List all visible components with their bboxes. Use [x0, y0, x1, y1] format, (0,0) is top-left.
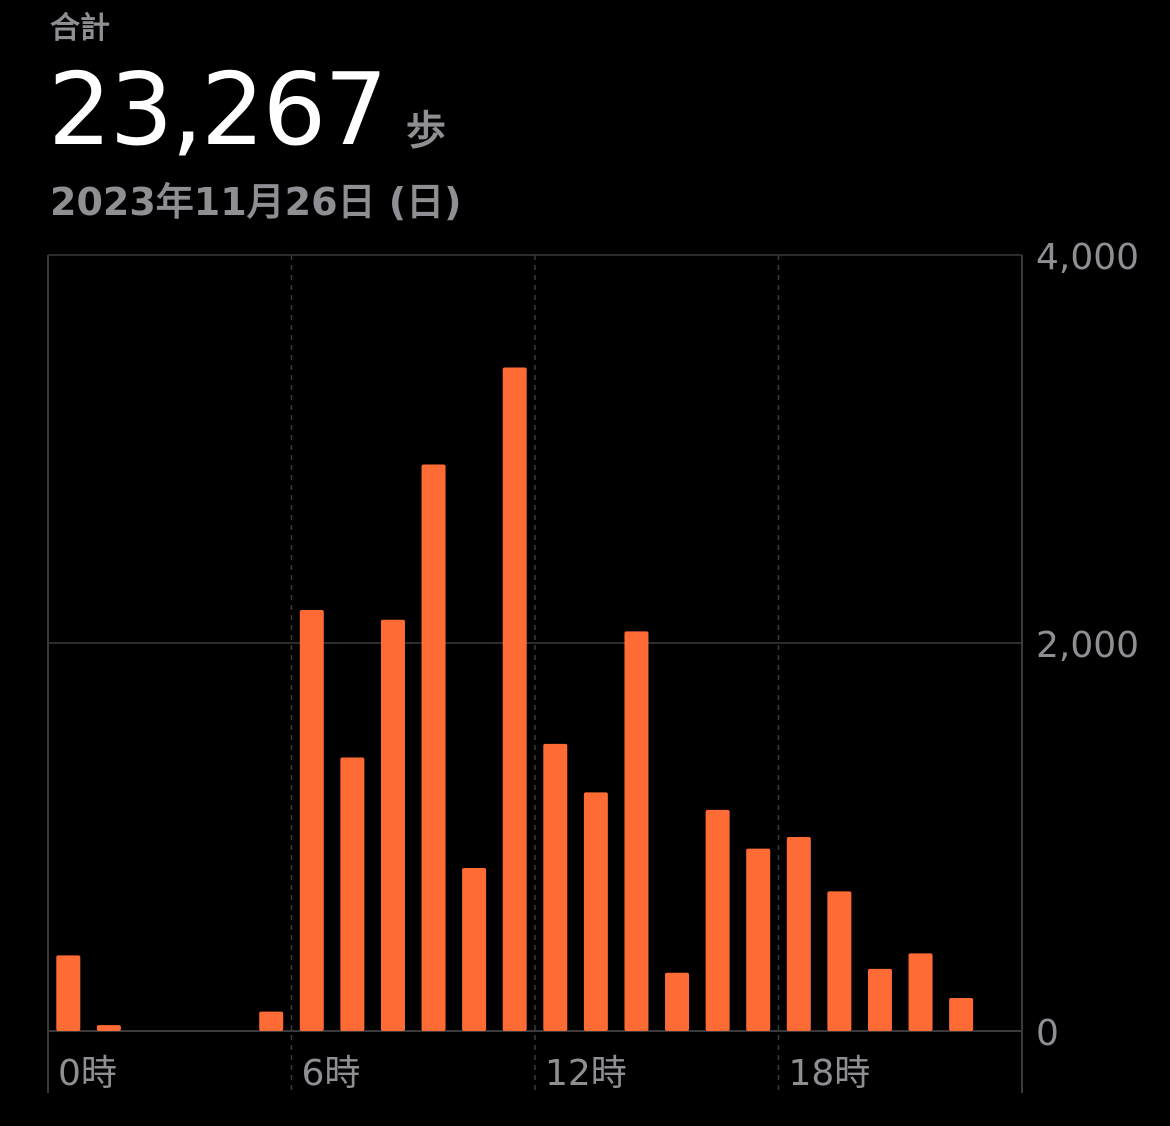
bar-hour-8[interactable] [380, 619, 405, 1031]
bar-hour-18[interactable] [786, 837, 811, 1031]
bar-hour-10[interactable] [462, 868, 487, 1031]
x-tick-label: 12時 [545, 1053, 627, 1094]
bar-hour-19[interactable] [827, 891, 852, 1031]
bar-hour-15[interactable] [665, 972, 690, 1031]
bar-hour-6[interactable] [299, 610, 324, 1031]
total-steps-value: 23,267 [48, 51, 388, 168]
bar-hour-1[interactable] [96, 1025, 121, 1031]
bar-hour-7[interactable] [340, 757, 365, 1031]
grid-layer [47, 254, 1023, 1093]
bar-hour-13[interactable] [583, 792, 608, 1031]
bar-hour-14[interactable] [624, 631, 649, 1031]
total-steps-unit: 歩 [405, 108, 446, 154]
bar-hour-0[interactable] [56, 955, 81, 1031]
bar-hour-12[interactable] [543, 743, 568, 1031]
bar-hour-17[interactable] [746, 848, 771, 1031]
y-tick-label: 2,000 [1036, 625, 1139, 666]
bars-layer [56, 367, 974, 1031]
y-tick-label: 0 [1036, 1013, 1059, 1054]
summary-label: 合計 [50, 11, 110, 46]
bar-hour-5[interactable] [259, 1011, 284, 1031]
x-tick-label: 6時 [302, 1053, 361, 1094]
x-tick-label: 0時 [58, 1053, 117, 1094]
x-tick-label: 18時 [789, 1053, 871, 1094]
bar-hour-21[interactable] [908, 953, 933, 1031]
bar-hour-20[interactable] [867, 968, 892, 1031]
y-tick-label: 4,000 [1036, 237, 1139, 278]
total-steps: 23,267 歩 [48, 60, 446, 160]
bar-hour-16[interactable] [705, 809, 730, 1031]
date-label: 2023年11月26日 (日) [50, 180, 462, 224]
bar-hour-11[interactable] [502, 367, 527, 1031]
labels-layer: 0 2,000 4,000 0時 6時 12時 18時 [58, 237, 1139, 1094]
bar-hour-9[interactable] [421, 464, 446, 1031]
bar-hour-22[interactable] [949, 998, 974, 1031]
